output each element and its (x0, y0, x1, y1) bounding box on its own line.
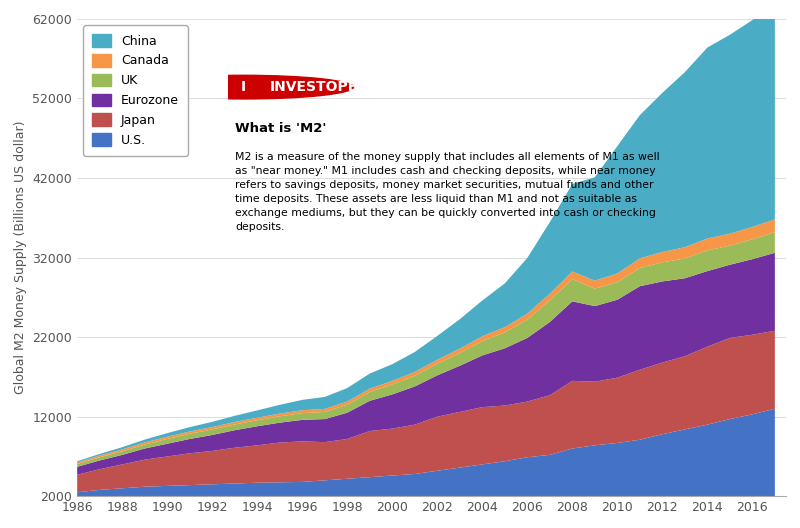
Circle shape (134, 76, 354, 99)
Y-axis label: Global M2 Money Supply (Billions US dollar): Global M2 Money Supply (Billions US doll… (14, 121, 27, 394)
Text: M2 is a measure of the money supply that includes all elements of M1 as well
as : M2 is a measure of the money supply that… (235, 152, 659, 232)
Text: INVESTOPEDIA: INVESTOPEDIA (270, 80, 385, 94)
Text: I: I (241, 80, 246, 94)
Legend: China, Canada, UK, Eurozone, Japan, U.S.: China, Canada, UK, Eurozone, Japan, U.S. (83, 25, 188, 156)
Text: What is 'M2': What is 'M2' (235, 122, 326, 136)
